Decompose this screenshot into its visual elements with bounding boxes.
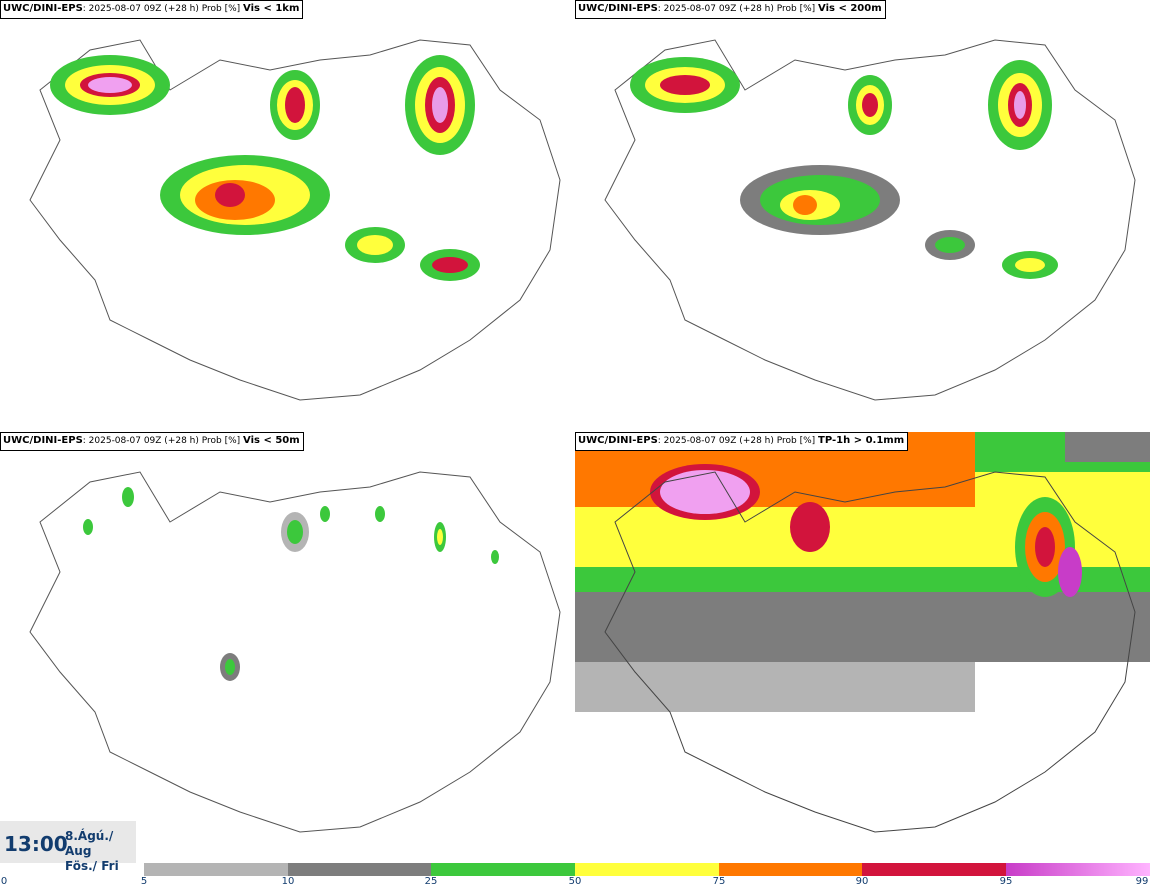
valid-time-box: 13:00 8.Ágú./ Aug Fös./ Fri <box>0 821 136 873</box>
panel-title: UWC/DINI-EPS: 2025-08-07 09Z (+28 h) Pro… <box>575 0 886 19</box>
valid-date-line2: Fös./ Fri <box>65 859 119 873</box>
map-panel-vis-200m: UWC/DINI-EPS: 2025-08-07 09Z (+28 h) Pro… <box>575 0 1150 432</box>
legend-tick: 95 <box>999 876 1013 887</box>
panel-title: UWC/DINI-EPS: 2025-08-07 09Z (+28 h) Pro… <box>575 432 909 451</box>
prob-regions <box>630 57 1058 279</box>
legend-tick: 25 <box>424 876 438 887</box>
legend-band-50-75 <box>575 863 719 876</box>
legend-band-5-10 <box>144 863 288 876</box>
iceland-map-vis-1km <box>29 39 561 401</box>
map-panel-tp-1h: UWC/DINI-EPS: 2025-08-07 09Z (+28 h) Pro… <box>575 432 1150 864</box>
panel-title: UWC/DINI-EPS: 2025-08-07 09Z (+28 h) Pro… <box>0 0 304 19</box>
panel-title: UWC/DINI-EPS: 2025-08-07 09Z (+28 h) Pro… <box>0 432 304 451</box>
valid-hour: 13:00 <box>4 832 68 856</box>
legend-tick: 10 <box>281 876 295 887</box>
legend-band-95-99 <box>1006 863 1150 876</box>
prob-regions <box>83 487 499 681</box>
valid-date-line1: 8.Ágú./ Aug <box>65 829 114 858</box>
legend-band-25-50 <box>431 863 575 876</box>
valid-date: 8.Ágú./ Aug Fös./ Fri <box>65 829 136 874</box>
map-panel-vis-1km: UWC/DINI-EPS: 2025-08-07 09Z (+28 h) Pro… <box>0 0 575 432</box>
legend-band-75-90 <box>719 863 862 876</box>
legend-tick: 75 <box>712 876 726 887</box>
coastline <box>604 471 1136 833</box>
coastline <box>604 39 1136 401</box>
map-panel-vis-50m: UWC/DINI-EPS: 2025-08-07 09Z (+28 h) Pro… <box>0 432 575 864</box>
legend-band-10-25 <box>288 863 431 876</box>
legend-tick: 0 <box>0 876 8 887</box>
legend-tick: 99 <box>1135 876 1149 887</box>
legend-tick: 50 <box>568 876 582 887</box>
iceland-map-tp-1h <box>575 432 1150 833</box>
legend-band-90-95 <box>862 863 1006 876</box>
iceland-map-vis-200m <box>604 39 1136 401</box>
legend-tick: 5 <box>140 876 148 887</box>
legend-tick: 90 <box>855 876 869 887</box>
coastline <box>29 471 561 833</box>
color-legend: 0 5 10 25 50 75 90 95 99 <box>0 862 1150 891</box>
coastline <box>29 39 561 401</box>
iceland-map-vis-50m <box>29 471 561 833</box>
prob-regions <box>50 55 480 281</box>
